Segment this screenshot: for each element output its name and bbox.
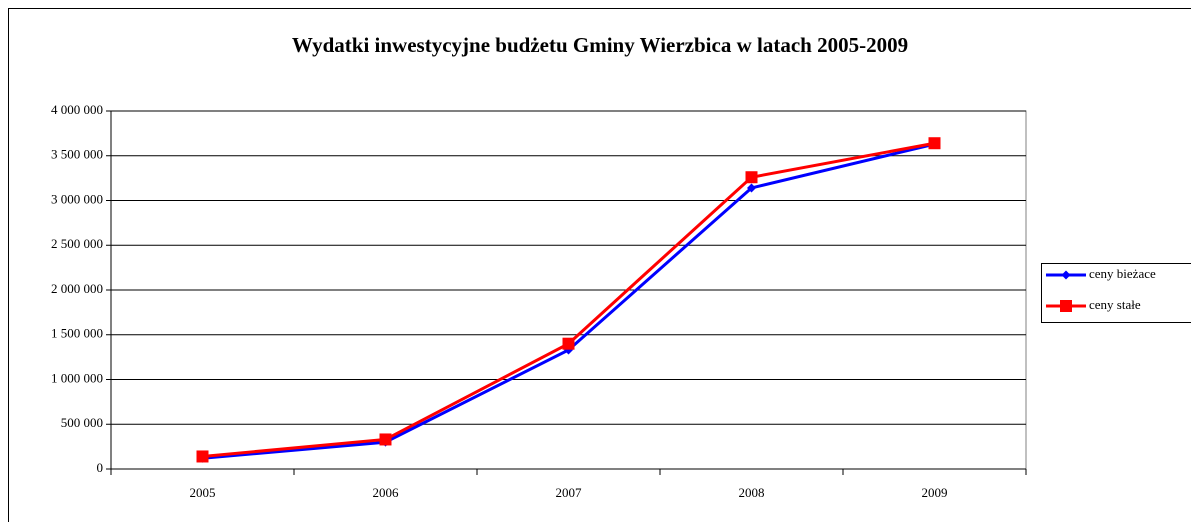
- y-tick-label: 4 000 000: [51, 102, 103, 117]
- point: [745, 171, 758, 184]
- point: [379, 433, 392, 446]
- x-tick-label: 2007: [556, 485, 583, 500]
- point: [928, 137, 941, 150]
- point: [196, 450, 209, 463]
- legend-label: ceny bieżace: [1089, 266, 1156, 281]
- y-tick-label: 0: [97, 460, 104, 475]
- y-tick-label: 500 000: [61, 415, 103, 430]
- y-tick-label: 1 500 000: [51, 326, 103, 341]
- series-line: [202, 141, 935, 458]
- y-tick-label: 2 000 000: [51, 281, 103, 296]
- legend-label: ceny stałe: [1089, 297, 1141, 312]
- y-tick-label: 1 000 000: [51, 370, 103, 385]
- x-tick-label: 2008: [739, 485, 765, 500]
- y-tick-label: 2 500 000: [51, 236, 103, 251]
- x-tick-label: 2005: [190, 485, 216, 500]
- point: [747, 183, 756, 193]
- chart-title: Wydatki inwestycyjne budżetu Gminy Wierz…: [292, 33, 908, 57]
- legend-marker: [1060, 300, 1072, 312]
- point: [562, 337, 575, 350]
- series-line: [202, 142, 935, 460]
- legend-marker: [1061, 270, 1071, 280]
- chart-border: [8, 8, 1191, 522]
- x-tick-label: 2009: [922, 485, 948, 500]
- x-tick-label: 2006: [373, 485, 400, 500]
- y-tick-label: 3 000 000: [51, 191, 103, 206]
- y-tick-label: 3 500 000: [51, 147, 103, 162]
